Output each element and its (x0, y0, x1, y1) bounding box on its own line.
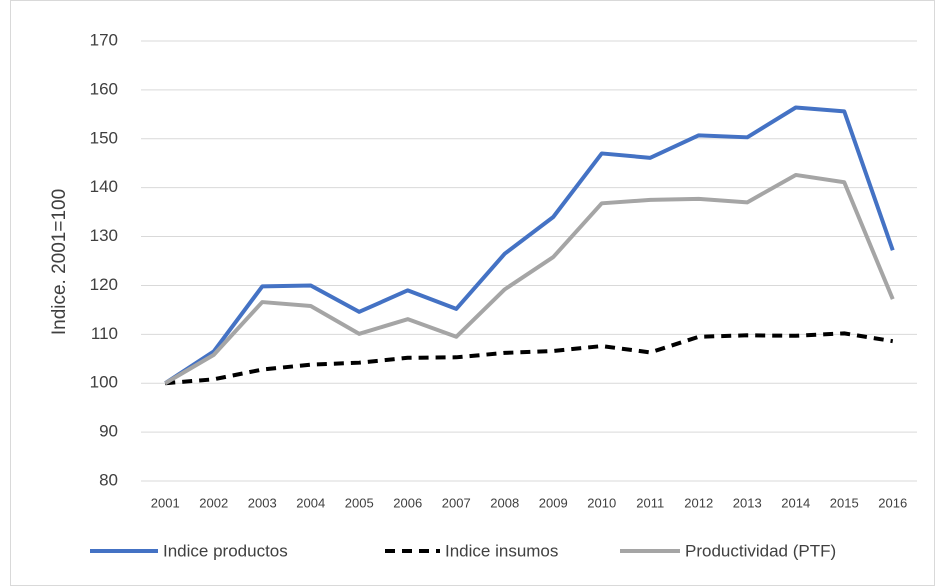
x-tick-label: 2001 (151, 495, 180, 510)
x-tick-label: 2013 (733, 495, 762, 510)
y-tick-label: 90 (99, 422, 118, 441)
x-tick-label: 2010 (587, 495, 616, 510)
x-tick-label: 2014 (781, 495, 810, 510)
y-tick-label: 130 (90, 226, 118, 245)
y-axis-title: Indice. 2001=100 (49, 189, 70, 335)
series-line (164, 105, 895, 385)
y-tick-label: 150 (90, 128, 118, 147)
x-tick-label: 2009 (539, 495, 568, 510)
x-tick-label: 2007 (442, 495, 471, 510)
x-tick-label: 2015 (830, 495, 859, 510)
x-tick-label: 2006 (393, 495, 422, 510)
x-tick-label: 2005 (345, 495, 374, 510)
x-tick-label: 2003 (248, 495, 277, 510)
x-tick-label: 2016 (878, 495, 907, 510)
series-line (165, 331, 894, 386)
y-tick-label: 110 (91, 324, 118, 343)
y-tick-label: 170 (90, 30, 118, 49)
y-tick-label: 120 (90, 275, 118, 294)
y-tick-label: 80 (99, 470, 118, 489)
legend-label: Indice productos (163, 541, 288, 560)
x-tick-label: 2011 (636, 495, 664, 510)
x-tick-label: 2002 (199, 495, 228, 510)
legend-label: Productividad (PTF) (685, 541, 836, 560)
x-tick-label: 2008 (490, 495, 519, 510)
x-tick-label: 2004 (296, 495, 325, 510)
x-tick-label: 2012 (684, 495, 713, 510)
y-tick-label: 140 (90, 177, 118, 196)
y-tick-label: 160 (90, 79, 118, 98)
y-tick-label: 100 (90, 373, 118, 392)
legend-label: Indice insumos (445, 541, 558, 560)
series-line (164, 172, 895, 385)
